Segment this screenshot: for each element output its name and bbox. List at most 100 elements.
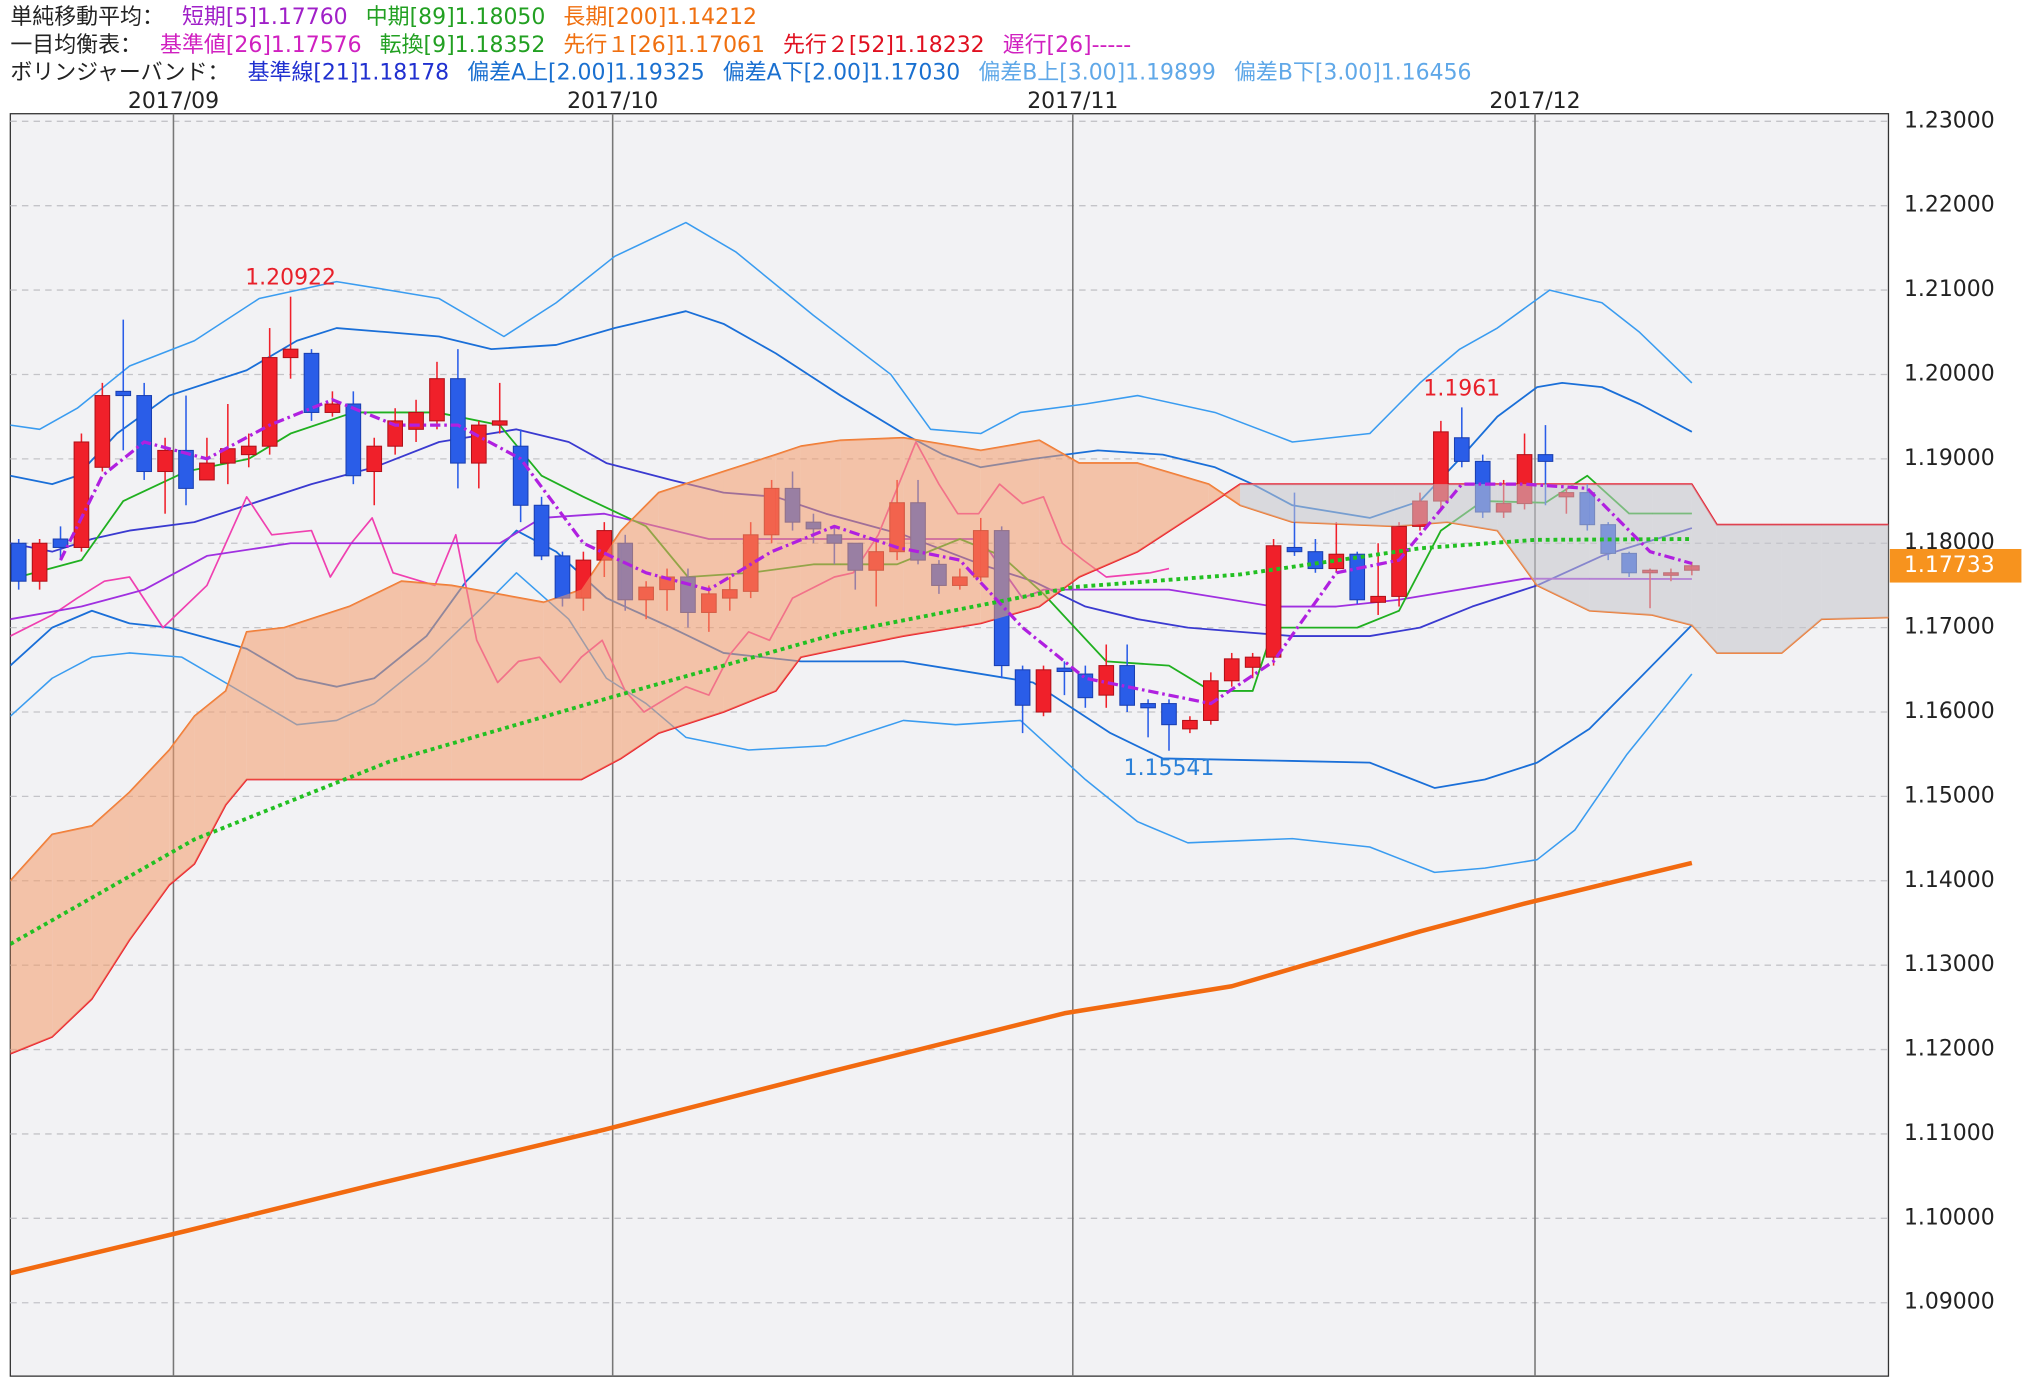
x-tick-label: 2017/10: [567, 89, 658, 114]
cloud-fill: [1537, 484, 1590, 611]
candle-body: [1244, 656, 1261, 668]
indicator-line: [10, 860, 1693, 1276]
candle-body: [491, 420, 508, 426]
candle-body: [1349, 553, 1366, 601]
cloud-fill: [581, 530, 622, 780]
y-tick-label: 1.13000: [1904, 952, 1995, 977]
cloud-fill: [194, 690, 226, 864]
legend-entry: 長期[200]1.14212: [563, 5, 757, 30]
candle-body: [303, 352, 320, 413]
candle-body: [1014, 669, 1031, 706]
moving-average-line: [59, 398, 1693, 706]
candle-body: [199, 462, 215, 481]
cloud-fill: [451, 585, 544, 780]
candle-body: [470, 424, 487, 464]
legend-entry: 単純移動平均：: [10, 5, 164, 30]
cloud-fill: [225, 631, 247, 805]
label-layer: 単純移動平均： 短期[5]1.17760 中期[89]1.18050 長期[200]1…: [10, 5, 2022, 1315]
cloud-fill: [1691, 484, 1717, 653]
candle-body: [1223, 658, 1240, 682]
candle-body: [1370, 595, 1386, 603]
cloud-fill: [1079, 463, 1138, 577]
legend-entry: 偏差A下[2.00]1.17030: [723, 61, 960, 86]
cloud-fill: [621, 492, 659, 759]
cloud-fill: [1039, 440, 1080, 607]
y-tick-label: 1.23000: [1904, 108, 1995, 133]
legend-entry: ボリンジャーバンド：: [10, 61, 229, 86]
candle-body: [533, 504, 550, 557]
legend-entry: 偏差B下[3.00]1.16456: [1234, 61, 1472, 86]
legend-entry: 先行１[26]1.17061: [563, 33, 765, 58]
cloud-fill: [1781, 524, 1822, 653]
candle-body: [408, 411, 424, 430]
candle-body: [1098, 665, 1115, 696]
y-tick-label: 1.10000: [1904, 1205, 1995, 1230]
candle-body: [512, 445, 529, 506]
cloud-fill: [723, 454, 776, 713]
legend-entry: 短期[5]1.17760: [182, 5, 348, 30]
legend-entry: 基準値[26]1.17576: [160, 33, 362, 58]
cloud-fill: [903, 437, 981, 637]
cloud-fill: [543, 589, 582, 780]
y-tick-label: 1.12000: [1904, 1037, 1995, 1062]
candle-body: [1182, 719, 1198, 730]
cloud-fill: [1716, 524, 1782, 653]
y-tick-label: 1.21000: [1904, 277, 1995, 302]
cloud-fill: [1589, 484, 1653, 615]
y-tick-label: 1.11000: [1904, 1121, 1995, 1146]
candle-body: [94, 395, 111, 468]
candle-body: [324, 403, 341, 413]
x-tick-label: 2017/11: [1027, 89, 1118, 114]
candle-body: [450, 378, 466, 464]
cloud-fill: [349, 581, 402, 780]
cloud-fill: [129, 749, 170, 940]
cloud-fill: [1497, 484, 1538, 586]
y-tick-label: 1.19000: [1904, 446, 1995, 471]
indicator-line: [10, 221, 1693, 443]
candle-body: [1035, 669, 1052, 713]
candle-body: [1077, 673, 1094, 699]
price-annotation: 1.20922: [245, 266, 336, 291]
candle-body: [10, 542, 27, 582]
plot-layer: [10, 221, 1889, 1276]
cloud-fill: [246, 627, 285, 780]
candle-body: [1286, 546, 1303, 553]
candle-body: [1056, 667, 1073, 673]
cloud-fill: [1447, 484, 1498, 531]
y-tick-label: 1.15000: [1904, 783, 1995, 808]
legend-entry: 転換[9]1.18352: [380, 33, 546, 58]
candle-body: [115, 390, 132, 397]
moving-average-line: [10, 537, 1692, 946]
y-tick-label: 1.09000: [1904, 1290, 1995, 1315]
cloud-fill: [401, 581, 452, 780]
cloud-fill: [1137, 463, 1209, 552]
candle-body: [429, 378, 445, 422]
cloud-fill: [10, 834, 53, 1054]
legend-entry: 偏差A上[2.00]1.19325: [467, 61, 705, 86]
candle-body: [345, 403, 362, 477]
candle-body: [1453, 437, 1470, 462]
cloud-fill: [980, 440, 1040, 624]
cloud-fill: [284, 606, 350, 780]
cloud-fill: [52, 825, 92, 1037]
candle-body: [554, 555, 571, 599]
legend-entry: 中期[89]1.18050: [366, 5, 546, 30]
indicator-line: [10, 310, 1693, 519]
x-tick-label: 2017/12: [1489, 89, 1580, 114]
cloud-fill: [1652, 484, 1692, 626]
candle-body: [366, 445, 383, 473]
candle-body: [282, 348, 299, 359]
cloud-fill: [1821, 524, 1889, 620]
y-tick-label: 1.16000: [1904, 699, 1995, 724]
candle-body: [240, 445, 257, 456]
last-price-box: [1889, 548, 2022, 583]
last-price-label: 1.17733: [1904, 553, 1995, 578]
y-tick-label: 1.20000: [1904, 361, 1995, 386]
cloud-fill: [91, 792, 130, 999]
cloud-fill: [1240, 484, 1293, 523]
cloud-fill: [840, 437, 904, 649]
price-annotation: 1.1961: [1423, 376, 1500, 401]
candle-body: [31, 542, 48, 582]
